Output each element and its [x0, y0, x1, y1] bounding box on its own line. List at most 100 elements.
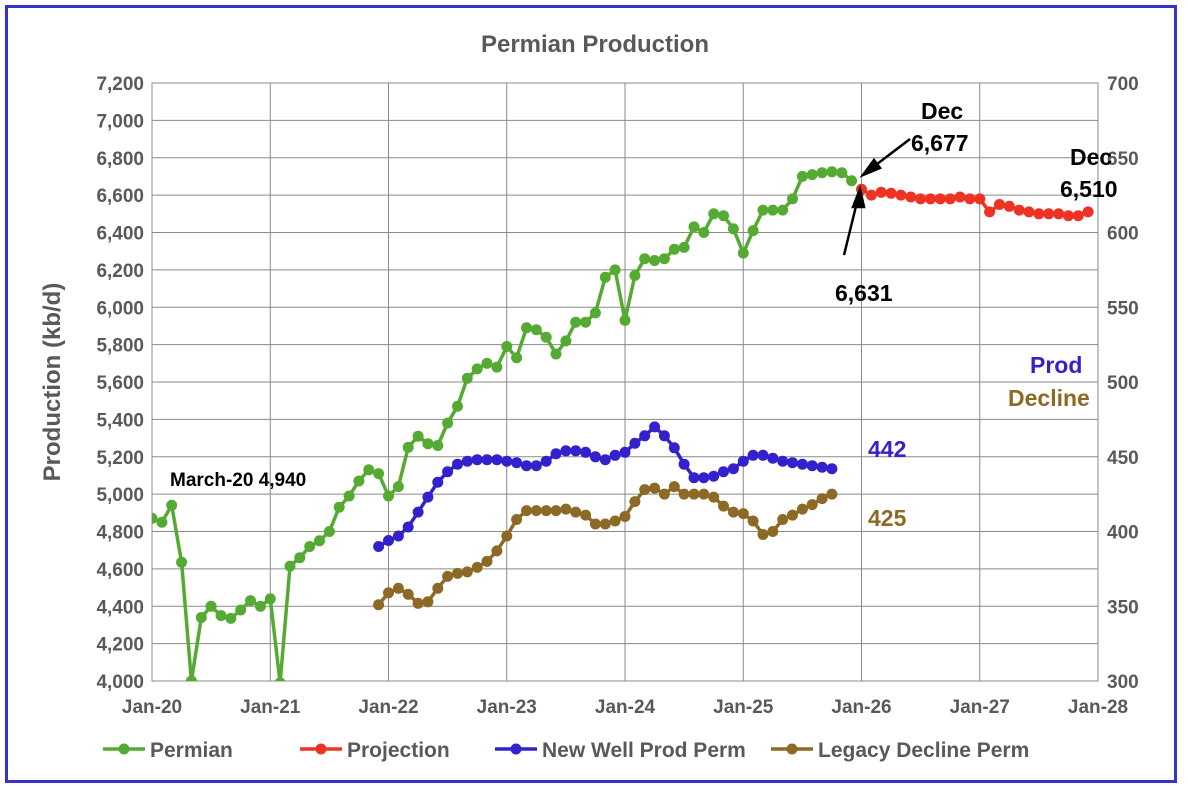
y-tick-label: 7,000 — [96, 111, 144, 132]
data-point-new-well-prod-perm — [737, 455, 749, 467]
data-point-permian — [550, 348, 562, 360]
y-tick-label: 6,200 — [96, 261, 144, 282]
series-permian — [152, 166, 858, 681]
y-tick-label: 6,800 — [96, 149, 144, 170]
data-point-permian — [461, 372, 473, 384]
data-point-permian — [274, 677, 286, 681]
left-y-tick-labels: 4,000 4,200 4,400 4,600 4,800 5,000 5,200 5,400… — [96, 74, 144, 693]
annotation-march-20: March-20 4,940 — [170, 470, 306, 491]
data-point-new-well-prod-perm — [708, 470, 720, 482]
data-point-legacy-decline-perm — [747, 515, 759, 527]
legend-marker — [786, 743, 798, 755]
data-point-projection — [934, 193, 946, 205]
annotation-dec-value: 6,677 — [911, 130, 969, 156]
data-point-new-well-prod-perm — [392, 530, 404, 542]
data-point-legacy-decline-perm — [373, 599, 385, 611]
x-tick-label: Jan-26 — [831, 697, 891, 718]
y-tick-label: 7,200 — [96, 74, 144, 95]
data-point-permian — [383, 490, 394, 502]
data-point-permian — [619, 314, 631, 326]
data-point-legacy-decline-perm — [658, 488, 670, 500]
data-point-permian — [333, 501, 345, 513]
annotation-dec-proj-label: Dec — [1070, 144, 1112, 170]
data-point-legacy-decline-perm — [550, 505, 562, 517]
legend-label: Legacy Decline Perm — [818, 739, 1029, 762]
x-tick-label: Jan-21 — [240, 697, 301, 718]
data-point-permian — [747, 225, 759, 237]
y-tick-label: 6,600 — [96, 186, 144, 207]
data-point-permian — [688, 221, 700, 233]
annotation-arrows — [842, 138, 911, 256]
y2-tick-label: 350 — [1107, 597, 1139, 618]
series-line-legacy-decline-perm — [377, 484, 833, 606]
data-point-permian — [412, 430, 424, 442]
data-point-new-well-prod-perm — [471, 454, 483, 466]
data-point-new-well-prod-perm — [757, 449, 769, 461]
data-point-new-well-prod-perm — [511, 457, 523, 469]
y-tick-label: 4,200 — [96, 635, 144, 656]
data-point-permian — [156, 516, 168, 528]
data-point-projection — [1072, 210, 1084, 222]
data-point-permian — [530, 324, 542, 336]
data-point-legacy-decline-perm — [422, 596, 434, 608]
data-point-permian — [152, 512, 158, 524]
data-point-permian — [195, 612, 207, 623]
data-point-permian — [816, 167, 828, 179]
data-point-new-well-prod-perm — [550, 448, 562, 460]
data-point-legacy-decline-perm — [491, 545, 503, 557]
series-legacy-decline-perm — [373, 481, 838, 611]
data-point-new-well-prod-perm — [649, 421, 661, 433]
data-point-permian — [501, 341, 513, 352]
data-point-projection — [984, 206, 996, 218]
data-point-projection — [915, 193, 927, 205]
annotation-prod: Prod — [1030, 352, 1082, 378]
data-point-legacy-decline-perm — [599, 518, 611, 530]
data-point-legacy-decline-perm — [668, 481, 680, 493]
data-point-projection — [994, 199, 1005, 210]
data-point-permian — [511, 352, 523, 364]
data-point-permian — [422, 438, 434, 450]
data-point-new-well-prod-perm — [619, 446, 631, 458]
data-point-permian — [442, 417, 454, 429]
data-point-legacy-decline-perm — [718, 500, 729, 512]
annotation-dec-proj-value: 6,510 — [1060, 176, 1118, 202]
y-tick-label: 5,000 — [96, 485, 144, 506]
permian-production-chart: Permian Production Production (kb/d) 4,0… — [39, 31, 1139, 762]
series-new-well-prod-perm — [373, 421, 838, 552]
data-point-permian — [343, 490, 355, 502]
y2-tick-label: 300 — [1107, 672, 1139, 693]
data-point-permian — [373, 468, 385, 480]
arrow-6631-head — [851, 184, 866, 209]
legend: Permian Projection New Well Prod Perm Legac… — [103, 739, 1029, 762]
data-point-new-well-prod-perm — [806, 460, 818, 472]
data-point-legacy-decline-perm — [383, 587, 394, 599]
data-point-permian — [826, 166, 838, 178]
data-point-legacy-decline-perm — [816, 493, 828, 505]
data-point-legacy-decline-perm — [402, 588, 414, 600]
annotation-6631: 6,631 — [835, 280, 893, 306]
data-point-new-well-prod-perm — [678, 458, 690, 470]
data-point-permian — [432, 440, 444, 451]
x-tick-labels: Jan-20 Jan-21 Jan-22 Jan-23 Jan-24 Jan-25 Jan-… — [122, 697, 1128, 718]
data-point-permian — [589, 307, 601, 319]
right-y-tick-labels: 300 350 400 450 500 550 600 650 700 — [1107, 74, 1139, 693]
data-point-permian — [215, 610, 227, 622]
data-point-legacy-decline-perm — [609, 515, 621, 527]
data-point-legacy-decline-perm — [796, 503, 808, 515]
data-point-legacy-decline-perm — [580, 509, 592, 521]
data-point-legacy-decline-perm — [530, 505, 542, 517]
data-point-projection — [925, 193, 936, 205]
data-point-permian — [521, 322, 532, 334]
data-point-permian — [658, 253, 670, 265]
data-point-legacy-decline-perm — [708, 491, 720, 503]
data-point-new-well-prod-perm — [540, 455, 552, 467]
data-point-legacy-decline-perm — [737, 508, 749, 520]
data-point-permian — [777, 204, 789, 216]
data-point-new-well-prod-perm — [599, 454, 611, 466]
data-point-new-well-prod-perm — [432, 476, 444, 488]
data-point-permian — [737, 247, 749, 259]
data-point-new-well-prod-perm — [777, 455, 789, 467]
data-point-legacy-decline-perm — [461, 566, 473, 578]
legend-label: Projection — [347, 739, 450, 762]
legend-marker — [315, 743, 327, 755]
